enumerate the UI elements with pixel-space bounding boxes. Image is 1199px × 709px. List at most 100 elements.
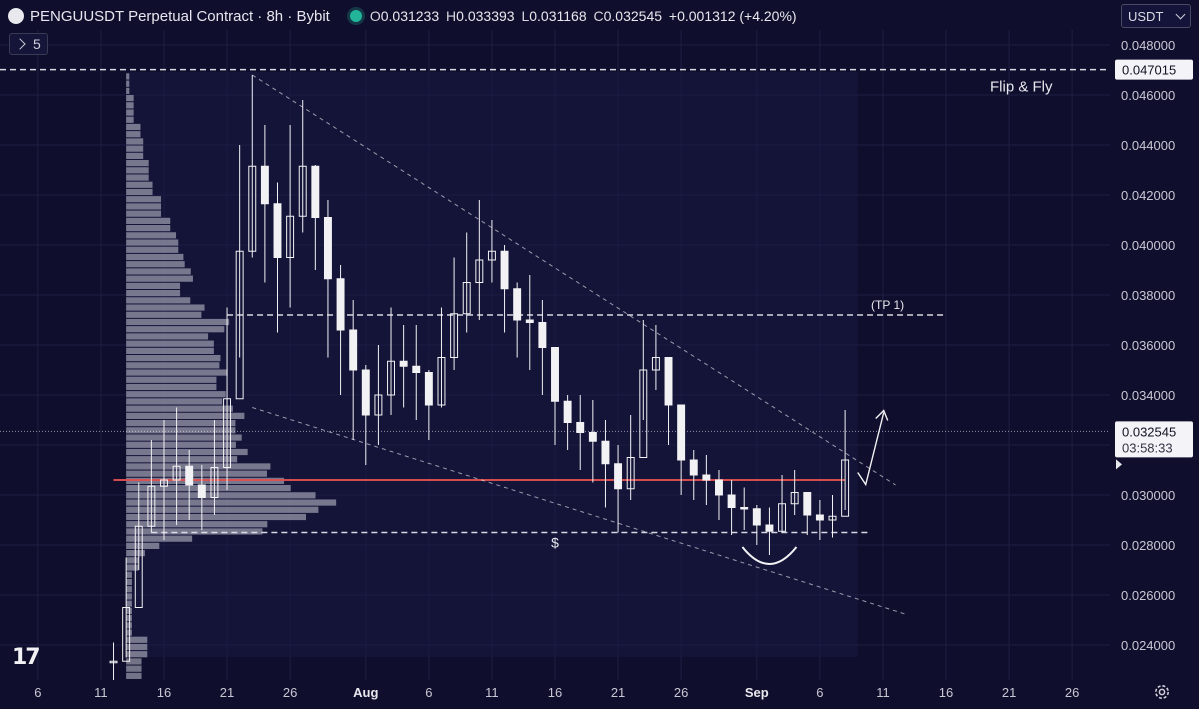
line-label: Flip & Fly (990, 79, 1053, 96)
volume-profile-bar (126, 658, 142, 665)
candle-body (740, 507, 749, 510)
x-tick-label: 21 (1002, 685, 1016, 700)
high-key: H (446, 8, 457, 24)
x-tick-label: Sep (745, 685, 769, 700)
volume-profile-bar (126, 412, 245, 419)
projection-arrow-head (875, 409, 889, 421)
volume-profile-bar (126, 607, 132, 614)
close-key: C (593, 8, 604, 24)
candle-body (260, 165, 269, 205)
volume-profile-bar (126, 564, 139, 571)
candle-body (538, 322, 547, 348)
volume-profile-bar (126, 542, 160, 549)
volume-profile-bar (126, 528, 263, 535)
chart-header: PENGUUSDT Perpetual Contract · 8h · Bybi… (8, 4, 800, 28)
rounded-bottom-arc (741, 546, 798, 565)
volume-profile-bar (126, 282, 181, 289)
low-value: 0.031168 (529, 8, 587, 24)
close-value: 0.032545 (603, 8, 663, 24)
y-tick-label: 0.046000 (1121, 88, 1175, 103)
volume-profile-bar (126, 268, 191, 275)
candle-body (147, 485, 156, 527)
x-tick-label: 6 (34, 685, 41, 700)
volume-profile-bar (126, 398, 223, 405)
candle-body (513, 288, 522, 321)
volume-profile-bar (126, 391, 226, 398)
x-tick-label: Aug (353, 685, 378, 700)
candle-body (702, 474, 711, 481)
last-price-label: 0.032545 (1122, 424, 1176, 439)
y-tick-label: 0.044000 (1121, 138, 1175, 153)
tradingview-logo-icon[interactable]: 17 (12, 645, 41, 670)
volume-profile-bar (126, 557, 139, 564)
candle-body (273, 203, 282, 258)
y-tick-label: 0.028000 (1121, 538, 1175, 553)
candle-body (828, 515, 837, 521)
y-tick-label: 0.026000 (1121, 588, 1175, 603)
volume-profile-bar (126, 275, 193, 282)
currency-select[interactable]: USDT (1121, 4, 1191, 28)
candle-body (361, 369, 370, 416)
y-tick-label: 0.040000 (1121, 238, 1175, 253)
volume-profile-bar (126, 521, 268, 528)
candle-body (803, 492, 812, 516)
candle-body (487, 250, 496, 261)
candle-body (109, 660, 118, 664)
volume-profile-bar (126, 636, 148, 643)
volume-profile-bar (126, 304, 205, 311)
chart-title[interactable]: PENGUUSDT Perpetual Contract · 8h · Bybi… (30, 7, 330, 25)
x-tick-label: 11 (94, 685, 108, 700)
projection-arrow (857, 412, 885, 487)
x-tick-label: 26 (283, 685, 297, 700)
candle-body (727, 494, 736, 508)
x-tick-label: 6 (816, 685, 823, 700)
candle-body (311, 165, 320, 218)
volume-profile-bar (126, 629, 132, 636)
candle-body (815, 514, 824, 521)
volume-profile-bar (126, 369, 228, 376)
candle-body (374, 394, 383, 416)
indicators-toggle-button[interactable]: 5 (9, 33, 48, 55)
candle-body (639, 369, 648, 458)
x-tick-label: 16 (548, 685, 562, 700)
volume-profile-bar (126, 622, 132, 629)
high-value: 0.033393 (456, 8, 515, 24)
candle-body (160, 479, 168, 487)
market-open-status-icon (349, 10, 362, 22)
level-price-label: 0.047015 (1122, 63, 1176, 78)
candle-body (563, 400, 572, 423)
candle-body (790, 492, 799, 505)
candle-body (551, 347, 559, 402)
volume-profile-bar (126, 152, 144, 159)
candle-body (185, 465, 194, 486)
volume-profile-bar (126, 131, 141, 138)
x-axis: 6 11 16 21 26 Aug 6 11 16 21 26 Sep 6 11 16 21 26 (34, 685, 1079, 700)
volume-profile-bar (126, 571, 132, 578)
line-label: (TP 1) (871, 298, 904, 312)
volume-profile-bar (126, 456, 238, 463)
volume-profile-bar (126, 138, 144, 145)
candle-body (286, 215, 295, 258)
volume-profile-bar (126, 362, 220, 369)
y-axis: 0.0240000.0260000.0280000.0300000.032000… (1115, 38, 1193, 653)
drawn-lines: Flip & Fly (TP 1) (0, 68, 1110, 616)
candle-body (752, 508, 761, 526)
gear-icon[interactable] (1153, 683, 1171, 701)
volume-profile-bar (126, 470, 267, 477)
chevron-down-icon (1175, 9, 1186, 20)
volume-profile-bar (126, 95, 134, 102)
candle-body (765, 524, 774, 532)
currency-value: USDT (1128, 8, 1164, 24)
candle-body (614, 463, 623, 490)
candle-body (387, 360, 395, 396)
y-tick-label: 0.042000 (1121, 188, 1175, 203)
ohlc-values: O0.031233 H0.033393 L0.031168 C0.032545 … (370, 8, 800, 24)
candle-body (576, 422, 585, 433)
volume-profile-bar (126, 448, 248, 456)
annotations: $ (551, 409, 889, 565)
countdown-label: 03:58:33 (1122, 440, 1173, 455)
volume-profile-bar (126, 181, 153, 188)
volume-profile-bar (126, 578, 132, 586)
